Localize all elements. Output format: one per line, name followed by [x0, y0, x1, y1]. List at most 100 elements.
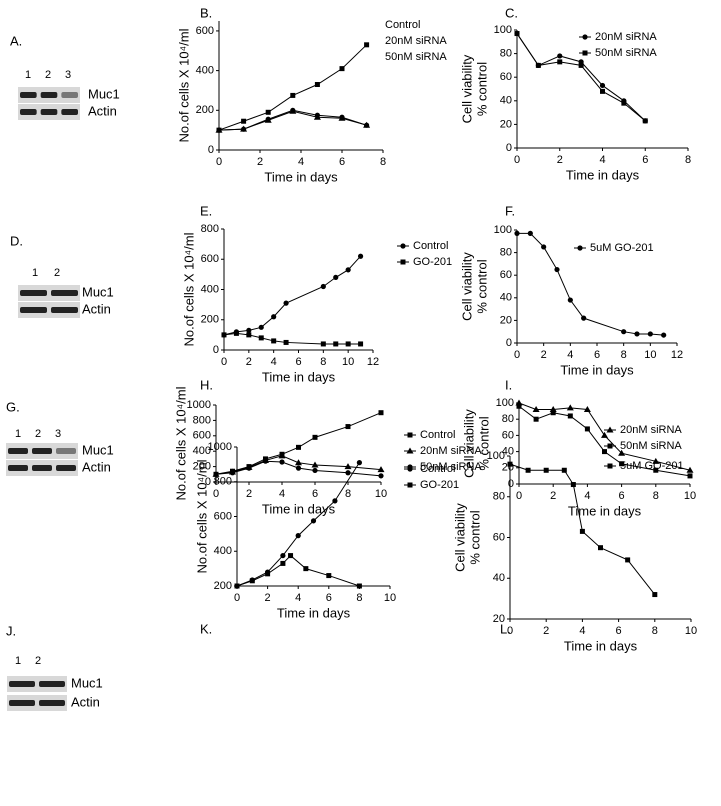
x-tick-label: 12 [671, 349, 683, 361]
y-axis-label: Cell viability [461, 409, 476, 478]
blot-band [51, 307, 78, 313]
legend-marker [400, 259, 406, 265]
x-tick-label: 2 [265, 592, 271, 604]
blot-background [18, 285, 80, 301]
blot-band [32, 465, 52, 471]
y-tick-label: 800 [193, 414, 211, 426]
lane-label: 1 [15, 428, 21, 440]
blot-band [51, 290, 78, 296]
x-tick-label: 10 [644, 349, 656, 361]
panel-label: C. [505, 5, 518, 20]
legend-marker [407, 482, 413, 488]
data-point [262, 458, 269, 464]
blot-band [9, 700, 35, 706]
data-point [280, 552, 286, 559]
series-line [223, 332, 361, 345]
data-point [265, 116, 271, 122]
data-point [567, 413, 573, 419]
x-tick-label: 8 [621, 349, 627, 361]
data-point [364, 122, 370, 128]
legend-label: 20nM siRNA [385, 35, 447, 47]
x-tick-label: 8 [652, 625, 658, 637]
data-point [258, 335, 264, 341]
y-tick-label: 40 [500, 292, 512, 304]
data-point [233, 330, 239, 336]
data-point [234, 583, 240, 589]
blot-band [8, 465, 28, 471]
blot-band [9, 681, 35, 687]
data-point [290, 92, 296, 98]
data-point [311, 461, 319, 468]
y-axis-label: No.of cells X 10⁴/ml [176, 28, 191, 142]
legend-label: 5uM GO-201 [620, 460, 684, 472]
data-point [320, 283, 326, 290]
band-label: Muc1 [71, 675, 103, 690]
data-point [314, 82, 320, 88]
data-point [345, 424, 351, 430]
y-axis-label: No.of cells X 10⁴/ml [181, 232, 196, 346]
y-axis-label: % control [476, 416, 491, 470]
data-point [344, 463, 352, 470]
x-tick-label: 2 [550, 490, 556, 502]
y-tick-label: 60 [493, 531, 505, 543]
panel-label: G. [6, 399, 20, 414]
y-tick-label: 200 [201, 314, 219, 326]
legend-marker [407, 466, 413, 472]
x-tick-label: 0 [234, 592, 240, 604]
band-label: Actin [88, 103, 117, 118]
y-tick-label: 100 [496, 397, 514, 409]
lane-label: 1 [32, 267, 38, 279]
data-point [345, 470, 351, 476]
data-point [358, 341, 364, 347]
data-point [647, 331, 653, 337]
blot-background [7, 695, 67, 711]
y-tick-label: 100 [487, 450, 505, 462]
lane-label: 1 [25, 69, 31, 81]
y-tick-label: 20 [493, 613, 505, 625]
data-point [333, 341, 339, 347]
x-axis-label: Time in days [566, 167, 640, 182]
blot-band [61, 109, 78, 115]
data-point [686, 466, 694, 473]
data-point [303, 566, 309, 572]
lane-label: 3 [55, 428, 61, 440]
legend-marker [407, 432, 413, 438]
y-tick-label: 40 [500, 95, 512, 107]
data-point [661, 332, 667, 338]
data-point [357, 253, 364, 259]
x-tick-label: 8 [356, 592, 362, 604]
data-point [229, 470, 236, 476]
blot-band [20, 109, 37, 115]
y-tick-label: 600 [193, 430, 211, 442]
data-point [216, 127, 222, 133]
data-point [295, 533, 301, 539]
lane-label: 2 [35, 428, 41, 440]
data-point [514, 31, 520, 37]
blot-band [20, 307, 47, 313]
band-label: Actin [82, 459, 111, 474]
x-tick-label: 6 [312, 488, 318, 500]
x-axis-label: Time in days [277, 605, 351, 620]
x-tick-label: 2 [557, 154, 563, 166]
data-point [652, 457, 660, 464]
panel-label: H. [200, 377, 213, 392]
blot-band [61, 92, 78, 98]
x-axis-label: Time in days [560, 362, 634, 377]
data-point [525, 467, 531, 473]
x-tick-label: 8 [685, 154, 691, 166]
data-point [241, 126, 247, 132]
legend-marker [582, 50, 588, 56]
panel-label: L. [500, 621, 511, 636]
series-line [236, 462, 360, 587]
x-tick-label: 0 [514, 154, 520, 166]
data-point [578, 62, 584, 68]
blot-band [56, 448, 76, 454]
data-point [279, 459, 285, 465]
x-tick-label: 2 [541, 349, 547, 361]
data-point [258, 324, 264, 330]
y-tick-label: 100 [494, 224, 512, 236]
x-axis-label: Time in days [564, 638, 638, 653]
x-tick-label: 10 [375, 488, 387, 500]
lane-label: 2 [45, 69, 51, 81]
data-point [249, 578, 255, 584]
